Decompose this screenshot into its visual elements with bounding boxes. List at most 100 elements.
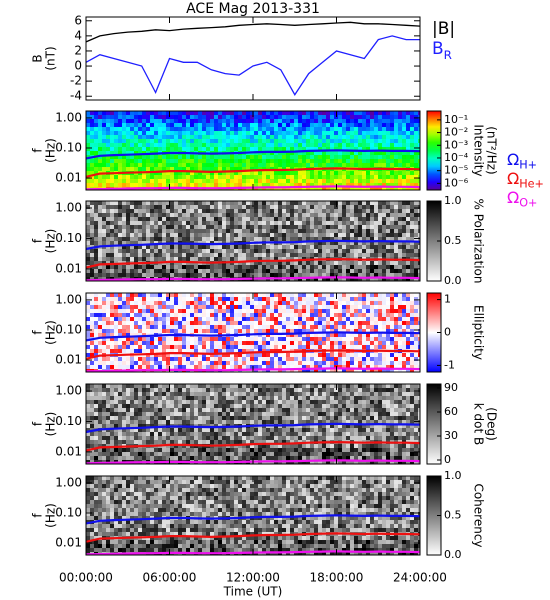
spectrogram-pixel [94,111,98,115]
spectrogram-pixel [222,233,226,237]
spectrogram-pixel [122,201,126,205]
spectrogram-pixel [386,163,390,167]
spectrogram-pixel [122,297,126,301]
spectrogram-pixel [110,337,114,341]
spectrogram-pixel [234,135,238,139]
spectrogram-pixel [86,269,90,273]
spectrogram-pixel [366,179,370,183]
spectrogram-pixel [130,329,134,333]
spectrogram-pixel [330,119,334,123]
spectrogram-pixel [158,159,162,163]
spectrogram-pixel [338,221,342,225]
spectrogram-pixel [174,269,178,273]
spectrogram-pixel [390,143,394,147]
spectrogram-pixel [154,143,158,147]
spectrogram-pixel [234,313,238,317]
spectrogram-pixel [138,151,142,155]
spectrogram-pixel [290,353,294,357]
spectrogram-pixel [290,229,294,233]
spectrogram-pixel [346,123,350,127]
spectrogram-pixel [390,139,394,143]
spectrogram-pixel [334,317,338,321]
spectrogram-pixel [382,261,386,265]
spectrogram-pixel [342,325,346,329]
spectrogram-pixel [342,143,346,147]
spectrogram-pixel [274,147,278,151]
spectrogram-pixel [102,159,106,163]
spectrogram-pixel [410,249,414,253]
spectrogram-pixel [194,201,198,205]
spectrogram-pixel [210,325,214,329]
spectrogram-pixel [298,325,302,329]
spectrogram-pixel [150,265,154,269]
spectrogram-pixel [158,357,162,361]
spectrogram-pixel [234,297,238,301]
spectrogram-pixel [302,317,306,321]
spectrogram-pixel [302,139,306,143]
spectrogram-pixel [102,241,106,245]
spectrogram-pixel [318,333,322,337]
spectrogram-pixel [190,221,194,225]
spectrogram-pixel [182,349,186,353]
spectrogram-pixel [406,333,410,337]
spectrogram-pixel [114,305,118,309]
spectrogram-pixel [278,111,282,115]
spectrogram-pixel [138,175,142,179]
spectrogram-pixel [174,205,178,209]
spectrogram-pixel [238,111,242,115]
spectrogram-pixel [262,357,266,361]
spectrogram-pixel [302,213,306,217]
spectrogram-pixel [354,131,358,135]
spectrogram-pixel [234,325,238,329]
spectrogram-pixel [190,253,194,257]
spectrogram-pixel [366,277,370,281]
spectrogram-pixel [390,329,394,333]
spectrogram-pixel [242,179,246,183]
spectrogram-pixel [230,265,234,269]
spectrogram-pixel [378,293,382,297]
spectrogram-pixel [114,273,118,277]
spectrogram-pixel [234,221,238,225]
spectrogram-pixel [222,329,226,333]
spectrogram-pixel [238,115,242,119]
spectrogram-pixel [98,119,102,123]
spectrogram-pixel [322,179,326,183]
spectrogram-pixel [154,155,158,159]
spectrogram-pixel [398,221,402,225]
spectrogram-pixel [170,353,174,357]
spectrogram-pixel [262,273,266,277]
spectrogram-pixel [302,115,306,119]
spectrogram-pixel [390,237,394,241]
spectrogram-pixel [158,313,162,317]
spectrogram-pixel [362,111,366,115]
spectrogram-pixel [338,337,342,341]
spectrogram-pixel [306,175,310,179]
spectrogram-pixel [98,201,102,205]
spectrogram-pixel [182,301,186,305]
spectrogram-pixel [274,175,278,179]
spectrogram-pixel [386,253,390,257]
spectrogram-pixel [118,151,122,155]
spectrogram-pixel [298,293,302,297]
spectrogram-pixel [190,341,194,345]
spectrogram-pixel [406,313,410,317]
spectrogram-pixel [142,209,146,213]
spectrogram-pixel [166,321,170,325]
spectrogram-pixel [170,265,174,269]
spectrogram-pixel [378,151,382,155]
spectrogram-pixel [110,245,114,249]
spectrogram-pixel [218,265,222,269]
spectrogram-pixel [86,261,90,265]
spectrogram-pixel [118,213,122,217]
spectrogram-pixel [214,147,218,151]
spectrogram-pixel [246,357,250,361]
spectrogram-pixel [378,297,382,301]
spectrogram-pixel [306,237,310,241]
spectrogram-pixel [114,163,118,167]
spectrogram-pixel [130,123,134,127]
spectrogram-pixel [258,325,262,329]
spectrogram-pixel [386,229,390,233]
spectrogram-pixel [198,321,202,325]
spectrogram-pixel [102,217,106,221]
spectrogram-pixel [142,163,146,167]
